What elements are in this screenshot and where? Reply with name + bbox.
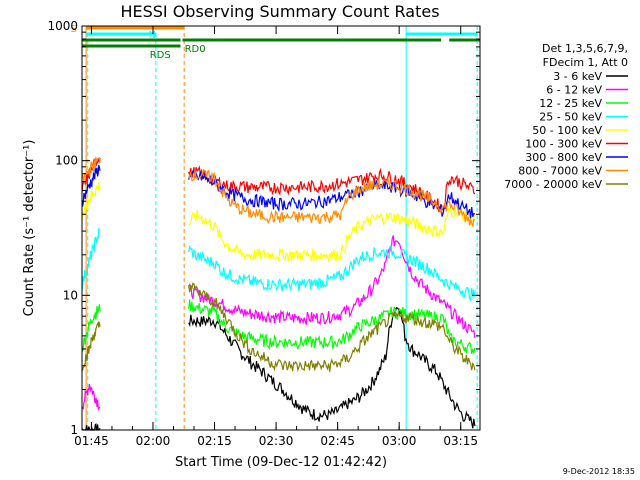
series-line-2 [81, 299, 476, 355]
legend-header-line-1: Det 1,3,5,6,7,9, [542, 42, 628, 55]
flag-label-n: N [148, 30, 155, 41]
series-line-4 [81, 182, 476, 263]
y-tick-label-0: 1 [70, 423, 78, 437]
series-line-6 [81, 164, 476, 219]
flag-label-s: S [71, 24, 77, 35]
x-tick-label-0: 01:45 [74, 434, 109, 448]
series-line-3 [81, 227, 476, 302]
x-tick-label-2: 02:15 [197, 434, 232, 448]
legend-label-4: 50 - 100 keV [532, 124, 602, 137]
x-axis-label: Start Time (09-Dec-12 01:42:42) [175, 455, 387, 470]
plot-frame [81, 25, 481, 431]
plot-area: S N RDS RD0 [71, 24, 480, 432]
y-axis: 1 10 100 1000 [47, 19, 480, 437]
x-tick-label-5: 03:00 [382, 434, 417, 448]
series-line-7 [81, 157, 476, 229]
flag-label-rd0: RD0 [185, 44, 206, 55]
legend-label-6: 300 - 800 keV [525, 151, 602, 164]
x-tick-label-6: 03:15 [443, 434, 478, 448]
legend-label-1: 6 - 12 keV [546, 84, 602, 97]
flag-label-rds: RDS [150, 50, 171, 61]
series-line-1 [81, 235, 476, 411]
y-tick-label-3: 1000 [47, 19, 78, 33]
legend: Det 1,3,5,6,7,9, FDecim 1, Att 0 3 - 6 k… [504, 42, 628, 191]
legend-label-3: 25 - 50 keV [539, 111, 602, 124]
series-line-8 [81, 282, 476, 373]
x-tick-label-4: 02:45 [320, 434, 355, 448]
x-tick-label-1: 02:00 [136, 434, 171, 448]
legend-label-7: 800 - 7000 keV [518, 165, 602, 178]
legend-label-2: 12 - 25 keV [539, 97, 602, 110]
timestamp-footer: 9-Dec-2012 18:35 [563, 467, 635, 476]
chart-title: HESSI Observing Summary Count Rates [120, 2, 439, 21]
series-line-0 [81, 307, 476, 432]
legend-label-0: 3 - 6 keV [553, 70, 602, 83]
y-tick-label-1: 10 [63, 288, 78, 302]
y-axis-label: Count Rate (s⁻¹ detector⁻¹) [22, 140, 37, 317]
y-tick-label-2: 100 [55, 154, 78, 168]
series-line-5 [81, 157, 476, 213]
legend-label-8: 7000 - 20000 keV [504, 178, 602, 191]
legend-label-5: 100 - 300 keV [525, 138, 602, 151]
x-tick-label-3: 02:30 [259, 434, 294, 448]
legend-header-line-2: FDecim 1, Att 0 [543, 56, 628, 69]
x-axis: 01:45 02:00 02:15 02:30 02:45 03:00 03:15 [74, 26, 478, 448]
